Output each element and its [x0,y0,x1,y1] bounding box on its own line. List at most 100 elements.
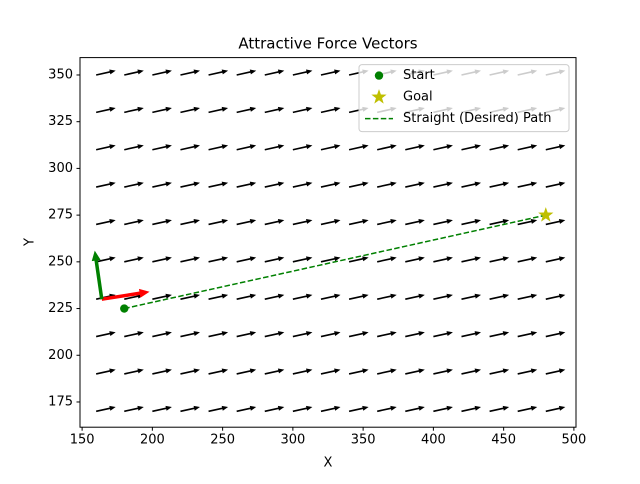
x-tick-label: 300 [280,433,305,448]
x-tick-label: 500 [561,433,586,448]
y-tick-label: 275 [48,208,73,223]
force-arrow [91,250,104,300]
field-arrow [348,144,369,151]
y-tick-label: 325 [48,114,73,129]
field-arrow [320,405,341,413]
field-arrow [264,69,285,76]
field-arrow [377,368,397,375]
desired-path [124,214,546,310]
field-arrow [264,106,285,114]
field-arrow [95,256,116,263]
field-arrow [208,106,229,114]
start-marker [120,304,129,313]
field-arrow [292,331,313,338]
x-axis-label: X [324,456,333,471]
field-arrow [320,368,341,375]
field-arrow [405,331,425,338]
field-arrow [320,331,341,338]
chart-title: Attractive Force Vectors [238,35,417,53]
y-tick-label: 350 [48,67,73,82]
field-arrow [208,69,229,76]
field-arrow [124,293,144,300]
field-arrow [152,256,172,263]
field-arrow [152,69,172,76]
field-arrow [320,293,341,300]
field-arrow [124,368,144,375]
field-arrow [377,144,397,151]
y-tick-label: 225 [48,301,73,316]
field-arrow [517,218,538,226]
field-arrow [264,405,285,413]
field-arrow [152,218,172,226]
field-arrow [236,405,257,413]
x-tick-label: 200 [140,433,165,448]
field-arrow [236,181,257,188]
field-arrow [461,181,482,188]
field-arrow [152,181,172,188]
field-arrow [433,368,453,375]
field-arrow [348,405,369,413]
field-arrow [236,293,257,300]
field-arrow [152,293,172,300]
plot-frame [79,57,577,428]
field-arrow [180,181,200,188]
field-arrow [517,181,538,188]
field-arrow [433,181,453,188]
field-arrow [545,331,566,338]
field-arrow [461,331,482,338]
field-arrow [433,293,453,300]
field-arrow [208,293,229,300]
x-tick-label: 350 [351,433,376,448]
field-arrow [236,144,257,151]
field-arrow [489,405,510,413]
field-arrow [208,256,229,263]
field-arrow [489,181,510,188]
field-arrow [377,218,397,226]
field-arrow [433,218,453,226]
field-arrow [433,256,453,263]
field-arrow [180,256,200,263]
field-arrow [405,218,425,226]
field-arrow [95,331,116,338]
field-arrow [264,331,285,338]
field-arrow [517,144,538,151]
field-arrow [517,368,538,375]
field-arrow [124,256,144,263]
y-tick-label: 175 [48,394,73,409]
field-arrow [208,181,229,188]
x-tick-label: 150 [70,433,95,448]
field-arrow [180,144,200,151]
field-arrow [236,218,257,226]
field-arrow [180,293,200,300]
field-arrow [152,331,172,338]
field-arrow [489,256,510,263]
field-arrow [517,256,538,263]
field-arrow [461,368,482,375]
field-arrow [320,256,341,263]
field-arrow [517,331,538,338]
field-arrow [405,368,425,375]
field-arrow [180,368,200,375]
field-arrow [320,69,341,76]
field-arrow [95,69,116,76]
field-arrow [180,331,200,338]
field-arrow [377,256,397,263]
field-arrow [545,293,566,300]
field-arrow [405,181,425,188]
field-arrow [95,218,116,226]
field-arrow [124,405,144,413]
field-arrow [461,293,482,300]
field-arrow [152,106,172,114]
legend-label: Start [403,68,435,83]
field-arrow [405,144,425,151]
x-tick-label: 450 [491,433,516,448]
y-tick-label: 200 [48,348,73,363]
field-arrow [264,181,285,188]
field-arrow [264,256,285,263]
field-arrow [292,368,313,375]
legend-box [358,64,570,133]
field-arrow [124,69,144,76]
field-arrow [180,106,200,114]
field-arrow [461,256,482,263]
